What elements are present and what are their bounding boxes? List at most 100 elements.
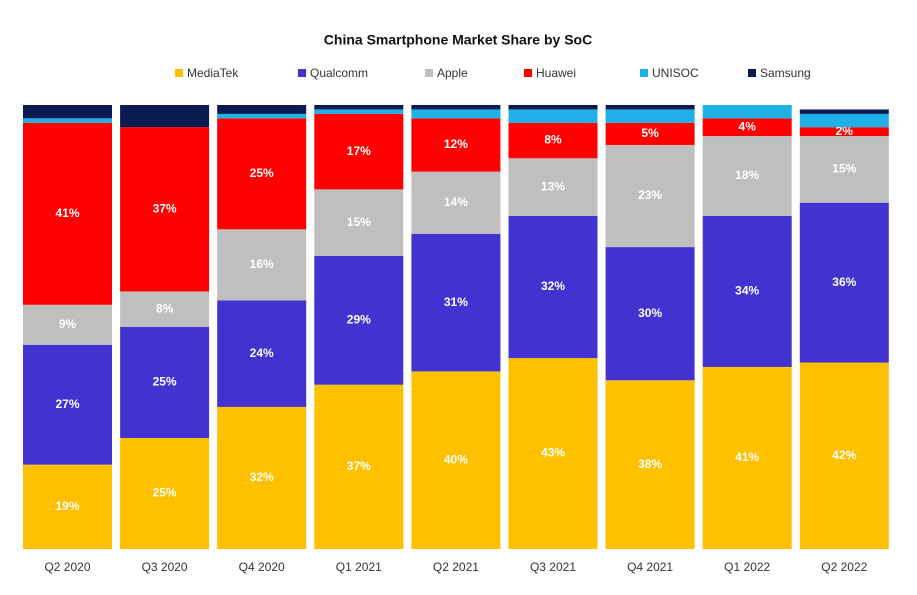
bar-segment xyxy=(799,127,889,137)
value-label: 19% xyxy=(55,499,79,513)
bar-segment xyxy=(605,122,695,145)
value-label: 42% xyxy=(832,448,856,462)
bar-segment xyxy=(605,105,695,110)
value-label: 29% xyxy=(347,313,371,327)
value-label: 41% xyxy=(55,206,79,220)
value-label: 25% xyxy=(153,375,177,389)
bar-segment xyxy=(702,366,792,549)
value-label: 17% xyxy=(347,144,371,158)
bar-segment xyxy=(23,122,112,305)
bar-segment xyxy=(702,118,792,137)
value-label: 18% xyxy=(735,168,759,182)
bar-segment xyxy=(799,136,889,203)
value-label: 31% xyxy=(444,295,468,309)
value-label: 13% xyxy=(541,179,565,193)
bar-segment xyxy=(314,255,404,385)
value-label: 4% xyxy=(739,119,757,133)
bar-segment xyxy=(217,118,307,230)
x-tick-label: Q2 2022 xyxy=(821,560,867,574)
value-label: 37% xyxy=(347,459,371,473)
legend-label: Samsung xyxy=(760,66,811,80)
value-label: 2% xyxy=(836,124,854,138)
bar-segment xyxy=(411,105,501,110)
bar-segment xyxy=(508,216,598,359)
legend-label: UNISOC xyxy=(652,66,699,80)
bar-segment xyxy=(411,171,501,234)
bar-segment xyxy=(508,109,598,123)
bar-segment xyxy=(702,216,792,367)
bar-segment xyxy=(314,384,404,549)
value-label: 9% xyxy=(59,317,77,331)
legend-label: Qualcomm xyxy=(310,66,368,80)
bar-segment xyxy=(314,105,404,110)
value-label: 36% xyxy=(832,275,856,289)
chart-title: China Smartphone Market Share by SoC xyxy=(324,32,592,48)
x-tick-label: Q2 2020 xyxy=(44,560,90,574)
bar-segment xyxy=(411,109,501,119)
x-tick-label: Q3 2020 xyxy=(142,560,188,574)
value-label: 23% xyxy=(638,188,662,202)
legend-swatch xyxy=(175,69,183,77)
value-label: 32% xyxy=(541,279,565,293)
value-label: 30% xyxy=(638,306,662,320)
x-tick-label: Q4 2020 xyxy=(239,560,285,574)
x-tick-label: Q2 2021 xyxy=(433,560,479,574)
bar-segment xyxy=(799,113,889,128)
bar-segment xyxy=(217,105,307,114)
bar-segment xyxy=(799,202,889,363)
legend-swatch xyxy=(640,69,648,77)
value-label: 16% xyxy=(250,257,274,271)
bar-segment xyxy=(217,406,307,549)
bar-segment xyxy=(120,105,210,128)
bar-segment xyxy=(120,127,210,292)
value-label: 25% xyxy=(250,166,274,180)
bar-segment xyxy=(508,105,598,110)
value-label: 25% xyxy=(153,486,177,500)
bar-segment xyxy=(605,109,695,123)
bar-segment xyxy=(314,113,404,190)
value-label: 27% xyxy=(55,397,79,411)
bar-segment xyxy=(605,380,695,549)
bar-segment xyxy=(411,371,501,549)
bar-segment xyxy=(23,304,112,345)
value-label: 38% xyxy=(638,457,662,471)
value-label: 40% xyxy=(444,452,468,466)
bar-segment xyxy=(508,158,598,216)
bar-segment xyxy=(120,327,210,438)
bar-segment xyxy=(23,105,112,119)
value-label: 15% xyxy=(832,162,856,176)
value-label: 34% xyxy=(735,284,759,298)
value-label: 5% xyxy=(641,126,659,140)
value-label: 14% xyxy=(444,195,468,209)
value-label: 41% xyxy=(735,450,759,464)
legend-swatch xyxy=(524,69,532,77)
bar-segment xyxy=(702,136,792,216)
x-tick-label: Q1 2022 xyxy=(724,560,770,574)
bar-segment xyxy=(217,113,307,119)
legend-label: Apple xyxy=(437,66,468,80)
legend-swatch xyxy=(425,69,433,77)
x-tick-label: Q4 2021 xyxy=(627,560,673,574)
value-label: 12% xyxy=(444,137,468,151)
bar-segment xyxy=(23,464,112,549)
bar-segment xyxy=(508,358,598,549)
bar-segment xyxy=(217,229,307,301)
value-label: 24% xyxy=(250,346,274,360)
value-label: 37% xyxy=(153,202,177,216)
bar-segment xyxy=(23,344,112,465)
bar-segment xyxy=(702,105,792,119)
bar-segment xyxy=(411,118,501,172)
legend-label: Huawei xyxy=(536,66,576,80)
bar-segment xyxy=(120,291,210,327)
bar-segment xyxy=(314,109,404,114)
x-tick-label: Q1 2021 xyxy=(336,560,382,574)
bar-segment xyxy=(799,109,889,114)
legend-label: MediaTek xyxy=(187,66,239,80)
bar-segment xyxy=(314,189,404,256)
bar-segment xyxy=(799,362,889,549)
bar-segment xyxy=(217,300,307,407)
legend-swatch xyxy=(298,69,306,77)
bar-segment xyxy=(605,247,695,381)
